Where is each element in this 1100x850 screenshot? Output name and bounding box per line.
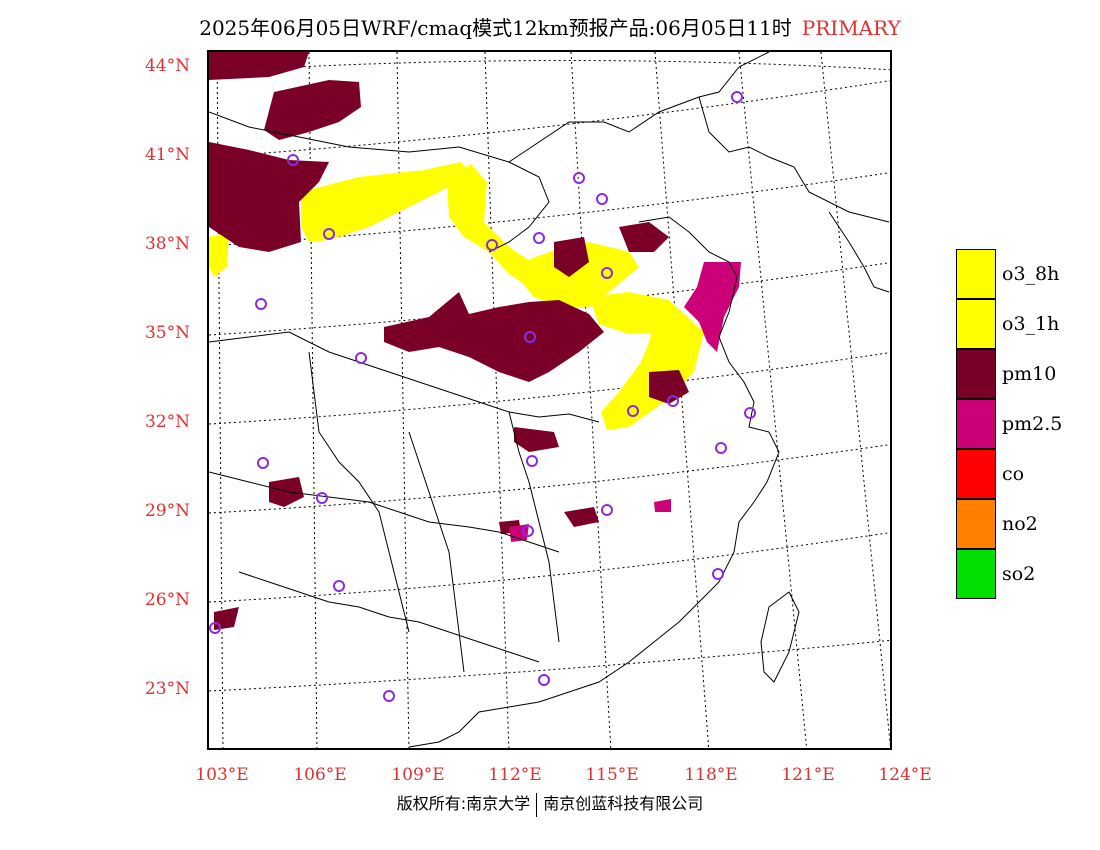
station-marker — [627, 405, 639, 417]
lat-label-38: 38°N — [144, 234, 190, 254]
legend-item-o3-1h: o3_1h — [956, 299, 1100, 349]
legend-item-pm25: pm2.5 — [956, 399, 1100, 449]
map-panel — [207, 50, 892, 750]
station-marker — [715, 442, 727, 454]
station-marker — [323, 228, 335, 240]
map-title: 2025年06月05日WRF/cmaq模式12km预报产品:06月05日11时 P… — [0, 12, 1100, 41]
station-marker — [526, 455, 538, 467]
lon-label-118: 118°E — [684, 765, 738, 785]
title-tag: PRIMARY — [801, 16, 901, 40]
station-marker — [287, 154, 299, 166]
station-marker — [601, 267, 613, 279]
station-marker — [316, 492, 328, 504]
pm10-regions — [209, 52, 689, 630]
legend-label: co — [1002, 463, 1025, 485]
graticule — [209, 52, 890, 748]
legend-item-o3-8h: o3_8h — [956, 249, 1100, 299]
legend-swatch — [956, 449, 996, 499]
lon-label-124: 124°E — [878, 765, 932, 785]
lon-label-121: 121°E — [781, 765, 835, 785]
legend-label: pm2.5 — [1002, 413, 1063, 435]
station-marker — [209, 622, 221, 634]
legend-label: o3_8h — [1002, 263, 1060, 285]
o3-regions — [209, 162, 704, 430]
lon-label-112: 112°E — [488, 765, 542, 785]
legend-swatch — [956, 349, 996, 399]
station-marker — [744, 407, 756, 419]
station-marker — [667, 395, 679, 407]
station-marker — [573, 172, 585, 184]
legend-label: no2 — [1002, 513, 1038, 535]
station-marker — [257, 457, 269, 469]
legend-item-so2: so2 — [956, 549, 1100, 599]
lat-label-41: 41°N — [144, 145, 190, 165]
legend-item-no2: no2 — [956, 499, 1100, 549]
legend-label: pm10 — [1002, 363, 1057, 385]
station-marker — [601, 504, 613, 516]
lon-label-109: 109°E — [391, 765, 445, 785]
station-markers — [209, 91, 756, 702]
lat-label-44: 44°N — [144, 56, 190, 76]
station-marker — [522, 525, 534, 537]
legend-label: so2 — [1002, 563, 1036, 585]
legend-swatch — [956, 249, 996, 299]
station-marker — [355, 352, 367, 364]
station-marker — [524, 331, 536, 343]
station-marker — [255, 298, 267, 310]
legend-swatch — [956, 299, 996, 349]
lat-label-29: 29°N — [144, 501, 190, 521]
lat-label-32: 32°N — [144, 412, 190, 432]
lat-label-26: 26°N — [144, 590, 190, 610]
station-marker — [486, 239, 498, 251]
station-marker — [383, 690, 395, 702]
lon-label-106: 106°E — [293, 765, 347, 785]
legend-swatch — [956, 499, 996, 549]
footer-divider — [536, 792, 538, 817]
legend-swatch — [956, 549, 996, 599]
footer-copyright: 版权所有:南京大学 南京创蓝科技有限公司 — [0, 790, 1100, 817]
footer-right: 南京创蓝科技有限公司 — [543, 794, 704, 813]
legend-item-co: co — [956, 449, 1100, 499]
lon-label-115: 115°E — [585, 765, 639, 785]
lon-label-103: 103°E — [195, 765, 249, 785]
station-marker — [712, 568, 724, 580]
lat-label-35: 35°N — [144, 323, 190, 343]
title-main: 2025年06月05日WRF/cmaq模式12km预报产品:06月05日11时 — [199, 16, 792, 40]
boundaries — [209, 52, 890, 748]
station-marker — [538, 674, 550, 686]
legend-label: o3_1h — [1002, 313, 1060, 335]
map-svg — [209, 52, 890, 748]
station-marker — [731, 91, 743, 103]
station-marker — [333, 580, 345, 592]
station-marker — [596, 193, 608, 205]
station-marker — [533, 232, 545, 244]
lat-label-23: 23°N — [144, 679, 190, 699]
legend-item-pm10: pm10 — [956, 349, 1100, 399]
footer-left: 版权所有:南京大学 — [396, 794, 531, 813]
legend-swatch — [956, 399, 996, 449]
